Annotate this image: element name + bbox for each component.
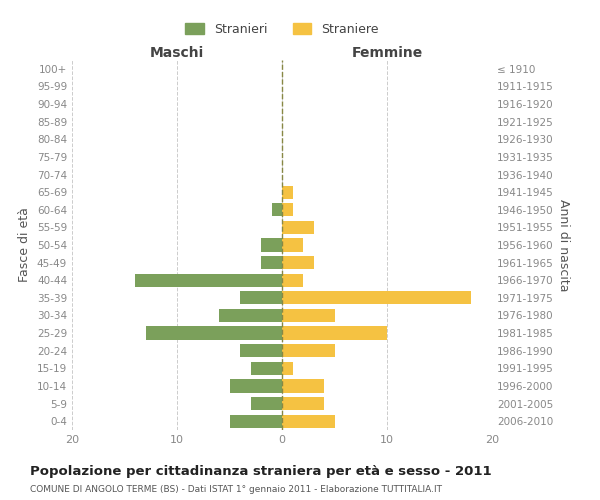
Bar [261, 238, 282, 252]
Bar [282, 309, 335, 322]
Bar [282, 274, 303, 287]
Bar [282, 203, 293, 216]
Bar [135, 274, 282, 287]
Bar [282, 326, 387, 340]
Text: Maschi: Maschi [150, 46, 204, 60]
Bar [229, 414, 282, 428]
Bar [282, 344, 335, 358]
Bar [282, 380, 324, 392]
Bar [219, 309, 282, 322]
Legend: Stranieri, Straniere: Stranieri, Straniere [180, 18, 384, 41]
Bar [282, 238, 303, 252]
Y-axis label: Anni di nascita: Anni di nascita [557, 198, 570, 291]
Text: Popolazione per cittadinanza straniera per età e sesso - 2011: Popolazione per cittadinanza straniera p… [30, 465, 491, 478]
Bar [146, 326, 282, 340]
Bar [251, 397, 282, 410]
Bar [240, 291, 282, 304]
Bar [251, 362, 282, 375]
Bar [282, 256, 314, 269]
Bar [261, 256, 282, 269]
Bar [282, 291, 471, 304]
Text: COMUNE DI ANGOLO TERME (BS) - Dati ISTAT 1° gennaio 2011 - Elaborazione TUTTITAL: COMUNE DI ANGOLO TERME (BS) - Dati ISTAT… [30, 485, 442, 494]
Bar [240, 344, 282, 358]
Bar [282, 362, 293, 375]
Text: Femmine: Femmine [352, 46, 422, 60]
Bar [282, 414, 335, 428]
Bar [282, 221, 314, 234]
Bar [229, 380, 282, 392]
Bar [282, 397, 324, 410]
Y-axis label: Fasce di età: Fasce di età [19, 208, 31, 282]
Bar [271, 203, 282, 216]
Bar [282, 186, 293, 198]
